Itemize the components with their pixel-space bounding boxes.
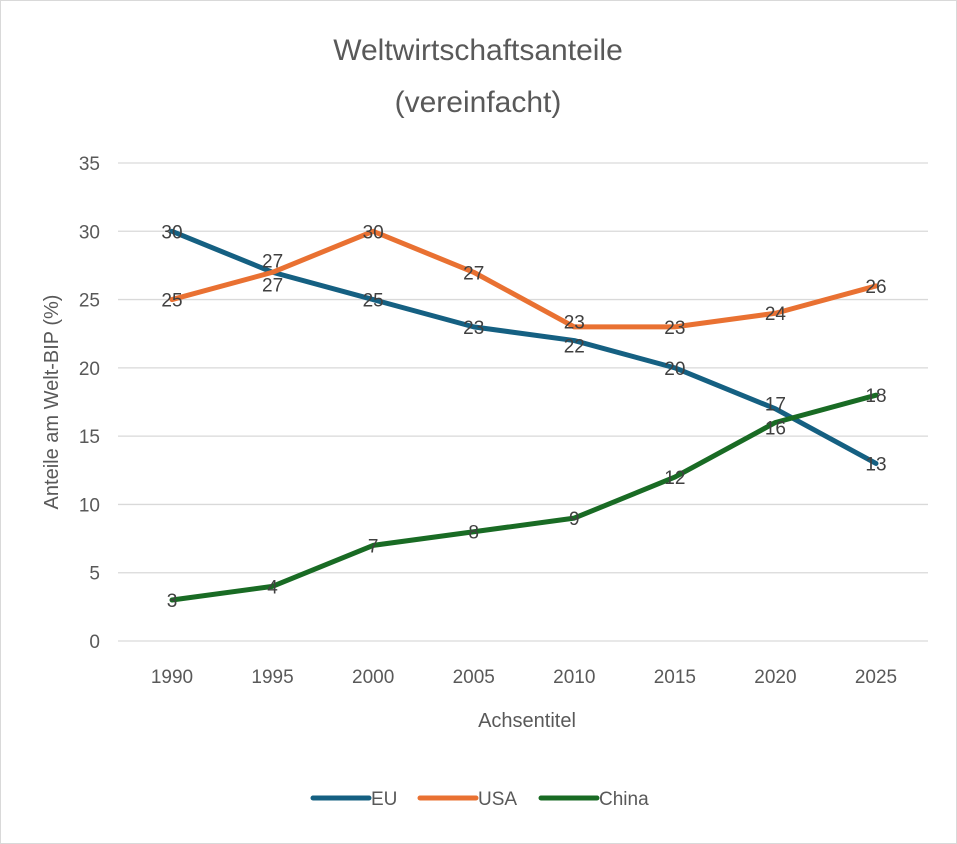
x-tick-label: 1990 [151,667,193,688]
series-line-china [169,392,879,603]
data-label-china: 4 [267,577,278,598]
data-label-eu: 27 [262,251,283,272]
legend-label-usa: USA [478,789,517,810]
data-label-china: 8 [468,523,479,544]
data-label-eu: 17 [765,395,786,416]
x-tick-label: 2010 [553,667,595,688]
legend-label-china: China [599,789,649,810]
data-label-china: 3 [167,591,178,612]
data-label-usa: 26 [865,277,886,298]
chart-title-line1: Weltwirtschaftsanteile [333,34,623,67]
data-label-china: 7 [368,536,379,557]
data-label-usa: 23 [564,313,585,334]
data-label-china: 12 [664,468,685,489]
data-label-usa: 30 [363,222,384,243]
data-label-eu: 23 [463,318,484,339]
data-label-usa: 24 [765,304,787,325]
series-line-eu [169,228,879,466]
y-tick-label: 25 [79,291,100,312]
data-label-usa: 25 [161,291,182,312]
data-label-usa: 27 [262,275,283,296]
data-label-china: 18 [865,386,886,407]
y-axis-title: Anteile am Welt-BIP (%) [41,295,63,510]
x-tick-label: 2000 [352,667,394,688]
x-tick-label: 2020 [754,667,796,688]
data-label-china: 9 [569,509,580,530]
y-tick-label: 35 [79,154,100,175]
legend-label-eu: EU [371,789,397,810]
data-label-eu: 20 [664,359,685,380]
data-label-eu: 22 [564,337,585,358]
y-tick-label: 0 [89,632,100,653]
x-tick-label: 2025 [855,667,897,688]
data-label-usa: 23 [664,318,685,339]
data-label-eu: 25 [363,291,384,312]
data-label-china: 16 [765,419,786,440]
series-line-usa [169,228,879,330]
y-tick-label: 5 [89,564,100,585]
data-label-usa: 27 [463,263,484,284]
x-tick-label: 2005 [453,667,495,688]
x-axis-title: Achsentitel [478,710,576,732]
x-tick-label: 1995 [251,667,293,688]
y-tick-label: 30 [79,222,100,243]
y-tick-label: 20 [79,359,100,380]
data-label-eu: 30 [161,222,182,243]
y-tick-label: 15 [79,427,100,448]
y-tick-label: 10 [79,495,100,516]
x-tick-label: 2015 [654,667,696,688]
data-label-eu: 13 [865,454,886,475]
chart-title-line2: (vereinfacht) [395,86,562,119]
